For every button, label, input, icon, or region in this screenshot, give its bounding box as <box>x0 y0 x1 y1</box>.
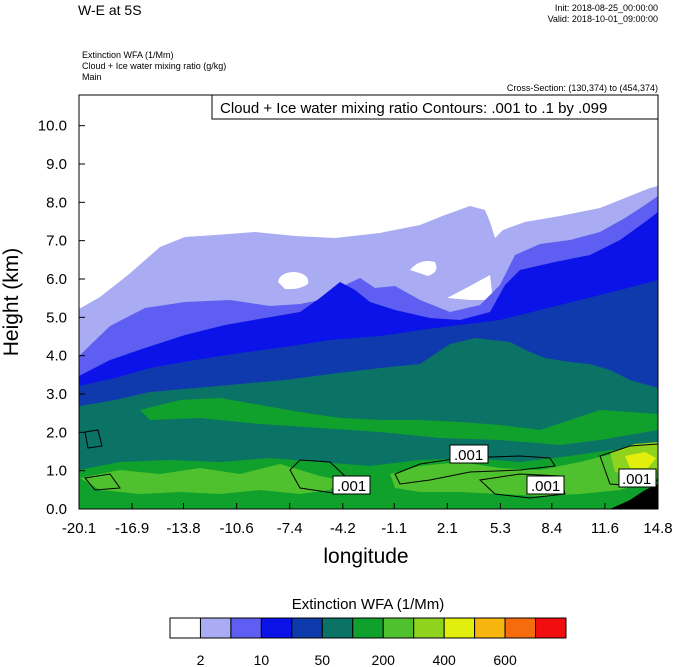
field-band-300-b <box>390 446 658 496</box>
colorbar-title: Extinction WFA (1/Mm) <box>292 596 445 613</box>
colorbar-swatch <box>504 617 537 639</box>
y-tick-label: 0.0 <box>46 501 67 518</box>
x-tick-label: 5.3 <box>490 520 511 537</box>
x-tick-label: -1.1 <box>381 520 407 537</box>
field-label-extinction: Extinction WFA (1/Mm) <box>82 50 174 60</box>
x-tick-label: -10.6 <box>220 520 254 537</box>
x-axis-label: longitude <box>323 545 408 568</box>
contour-label: .001 <box>337 478 366 495</box>
y-axis-label: Height (km) <box>0 248 23 357</box>
chart-title: W-E at 5S <box>78 2 142 18</box>
x-tick-label: -4.2 <box>330 520 356 537</box>
y-axis: 0.0 1.0 2.0 3.0 4.0 5.0 6.0 7.0 8.0 9.0 10.0 <box>38 118 85 518</box>
x-tick-label: 14.8 <box>643 520 672 537</box>
colorbar-swatch <box>474 617 506 639</box>
colorbar <box>169 617 567 639</box>
contour-label: .001 <box>454 447 483 464</box>
x-tick-label: -13.8 <box>166 520 200 537</box>
plot-field <box>79 95 658 509</box>
field-hole-3 <box>447 275 493 300</box>
colorbar-swatch <box>535 617 567 639</box>
y-tick-label: 7.0 <box>46 233 67 250</box>
y-tick-label: 8.0 <box>46 194 67 211</box>
colorbar-swatch <box>352 617 384 639</box>
y-tick-label: 10.0 <box>38 118 67 135</box>
x-tick-label: -16.9 <box>115 520 149 537</box>
colorbar-label: 600 <box>493 652 517 667</box>
field-hole-2 <box>410 261 437 276</box>
colorbar-swatch <box>321 617 354 639</box>
x-tick-label: 8.4 <box>541 520 562 537</box>
colorbar-label: 200 <box>372 652 396 667</box>
colorbar-swatch <box>382 617 415 639</box>
x-axis: -20.1 -16.9 -13.8 -10.6 -7.4 -4.2 -1.1 2.1 5.3 8.… <box>62 503 673 537</box>
colorbar-swatch <box>230 617 262 639</box>
contour-label-boxes: .001 .001 .001 .001 <box>332 444 657 495</box>
colorbar-swatch <box>443 617 476 639</box>
field-hole-1 <box>278 272 309 290</box>
colorbar-swatch <box>260 617 293 639</box>
colorbar-label: 10 <box>254 652 270 667</box>
y-tick-label: 5.0 <box>46 309 67 326</box>
cross-section-label: Cross-Section: (130,374) to (454,374) <box>506 83 658 93</box>
field-label-main: Main <box>82 72 102 82</box>
colorbar-swatch <box>169 617 201 639</box>
field-label-mixing-ratio: Cloud + Ice water mixing ratio (g/kg) <box>82 61 227 71</box>
y-tick-label: 2.0 <box>46 424 67 441</box>
contour-label: .001 <box>622 471 651 488</box>
x-tick-label: 11.6 <box>591 520 619 537</box>
y-tick-label: 1.0 <box>46 463 67 480</box>
terrain <box>610 484 658 509</box>
contour-label: .001 <box>531 478 560 495</box>
colorbar-swatch <box>413 617 445 639</box>
field-band-300 <box>80 464 340 494</box>
y-tick-label: 9.0 <box>46 156 67 173</box>
field-band-200-a <box>140 398 658 445</box>
y-tick-label: 4.0 <box>46 348 67 365</box>
y-tick-label: 6.0 <box>46 271 67 288</box>
contour-info-box <box>211 94 659 120</box>
x-tick-label: -7.4 <box>277 520 303 537</box>
x-tick-label: 2.1 <box>437 520 458 537</box>
colorbar-swatch <box>199 617 232 639</box>
colorbar-label: 2 <box>197 652 205 667</box>
y-tick-label: 3.0 <box>46 386 67 403</box>
field-band-500 <box>625 452 656 468</box>
colorbar-labels: 2 10 50 200 400 600 <box>197 652 517 667</box>
colorbar-swatch <box>291 617 323 639</box>
colorbar-label: 50 <box>315 652 331 667</box>
x-tick-label: -20.1 <box>62 520 96 537</box>
colorbar-label: 400 <box>432 652 456 667</box>
contour-info-text: Cloud + Ice water mixing ratio Contours:… <box>220 100 607 117</box>
valid-time: Valid: 2018-10-01_09:00:00 <box>547 14 658 24</box>
init-time: Init: 2018-08-25_00:00:00 <box>554 3 658 13</box>
